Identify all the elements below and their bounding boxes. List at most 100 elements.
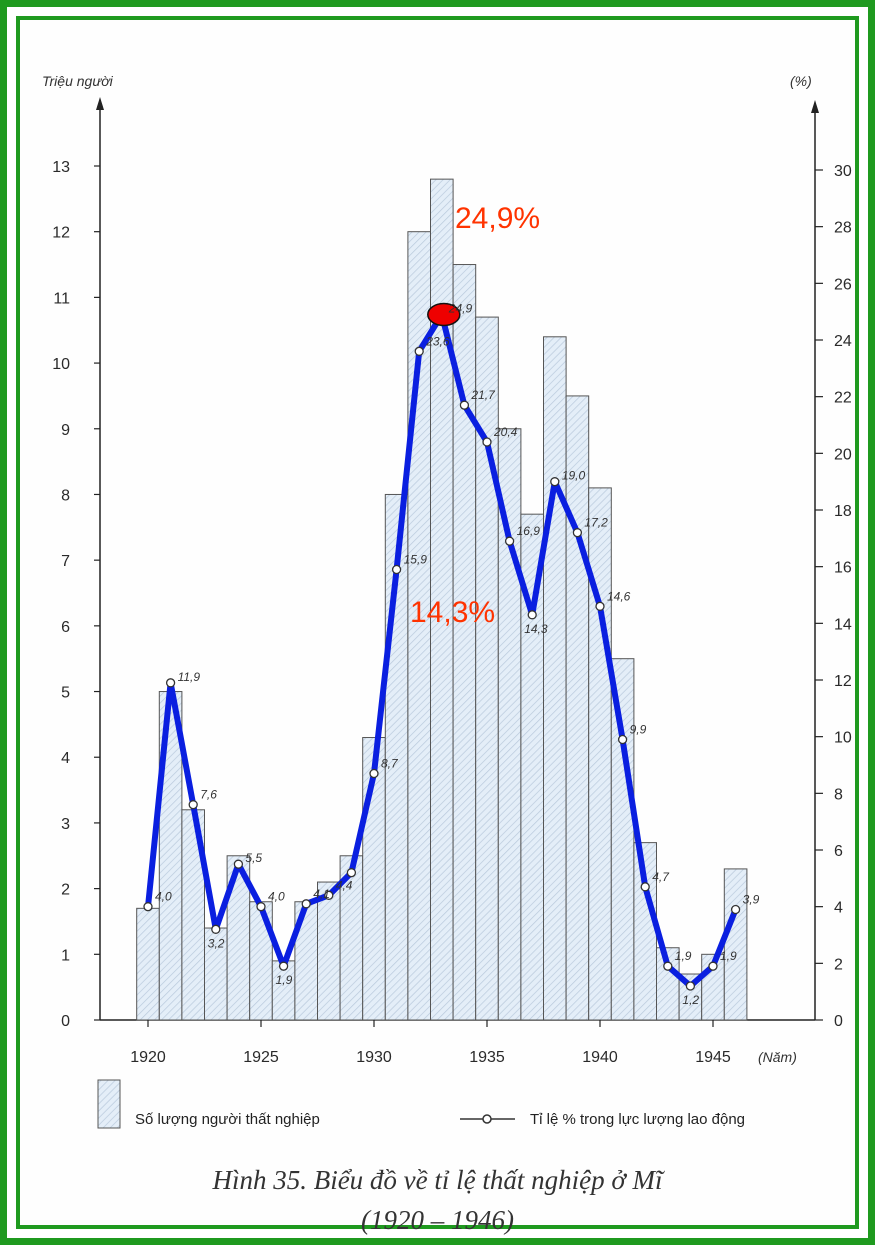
- rate-point-1935: [482, 437, 492, 447]
- rate-point-1945: [708, 961, 718, 971]
- rate-point-1937: [527, 610, 537, 620]
- left-axis-arrow: [96, 97, 104, 110]
- figure-caption: Hình 35. Biểu đồ về tỉ lệ thất nghiệp ở …: [212, 1165, 663, 1195]
- rate-point-1932: [414, 346, 424, 356]
- x-tick-label: 1930: [356, 1049, 392, 1066]
- right-tick-label: 28: [834, 220, 852, 237]
- point-labels-group: 4,0 11,9 7,6 3,2 5,5 4,0 1,9 4,1 4,4 8,7 15,9 23,6 2…: [155, 302, 760, 1008]
- bar-1939: [565, 395, 590, 1021]
- figure-caption-years: (1920 – 1946): [361, 1205, 514, 1235]
- rate-label-1941: 9,9: [630, 723, 647, 737]
- left-tick-label: 11: [53, 290, 70, 307]
- x-tick-label: 1935: [469, 1049, 505, 1066]
- x-tick-label: 1945: [695, 1049, 731, 1066]
- rate-point-1939: [572, 528, 583, 538]
- right-tick-label: 0: [834, 1013, 843, 1030]
- trough-annotation: 14,3%: [410, 596, 495, 629]
- right-tick-label: 4: [834, 900, 843, 917]
- rate-point-1942: [640, 882, 650, 892]
- rate-point-1928: [324, 890, 334, 900]
- rate-label-1931: 15,9: [404, 553, 428, 567]
- left-tick-label: 7: [61, 553, 70, 570]
- rate-label-1942: 4,7: [652, 870, 670, 884]
- left-tick-label: 1: [61, 947, 70, 964]
- line-layer: [143, 302, 741, 991]
- rate-label-1938: 19,0: [562, 469, 586, 483]
- rate-point-1925: [256, 902, 266, 912]
- x-ticks-group: 1920 1925 1930 1935 1940 1945: [130, 1020, 731, 1066]
- rate-point-1934: [459, 400, 470, 410]
- legend-bar-label: Số lượng người thất nghiệp: [135, 1111, 320, 1128]
- right-axis-arrow: [811, 100, 819, 113]
- rate-label-1940: 14,6: [607, 589, 631, 603]
- rate-point-1929: [346, 868, 357, 878]
- right-tick-label: 22: [834, 390, 852, 407]
- rate-label-1934: 21,7: [470, 388, 496, 402]
- rate-label-1939: 17,2: [584, 516, 608, 530]
- x-unit-label: (Năm): [758, 1049, 797, 1065]
- right-tick-label: 10: [834, 730, 852, 747]
- left-tick-label: 8: [61, 487, 70, 504]
- rate-label-1923: 3,2: [208, 936, 225, 950]
- rate-point-1924: [233, 859, 244, 869]
- left-tick-label: 3: [61, 816, 70, 833]
- rate-point-1940: [595, 601, 605, 611]
- rate-label-1920: 4,0: [155, 890, 172, 904]
- rate-label-1922: 7,6: [200, 788, 217, 802]
- rate-label-1921: 11,9: [178, 670, 201, 684]
- bar-1941: [610, 658, 635, 1021]
- rate-point-1926: [278, 961, 289, 971]
- bar-1938: [543, 336, 567, 1021]
- right-tick-label: 24: [834, 333, 852, 350]
- left-tick-label: 0: [61, 1013, 70, 1030]
- rate-point-1922: [188, 800, 198, 810]
- bar-1928: [317, 881, 341, 1021]
- rate-label-1943: 1,9: [675, 949, 692, 963]
- left-tick-label: 6: [61, 619, 70, 636]
- right-tick-label: 20: [834, 446, 852, 463]
- right-tick-label: 2: [834, 956, 843, 973]
- bars-group: [136, 178, 748, 1021]
- right-tick-label: 8: [834, 786, 843, 803]
- rate-label-1925: 4,0: [268, 890, 285, 904]
- right-axis-title: (%): [790, 73, 812, 89]
- left-tick-label: 2: [61, 882, 70, 899]
- left-tick-label: 12: [52, 225, 70, 242]
- bar-1935: [475, 316, 499, 1021]
- left-tick-label: 9: [61, 422, 70, 439]
- rate-label-1936: 16,9: [517, 524, 541, 538]
- peak-annotation: 24,9%: [455, 202, 540, 235]
- rate-point-1930: [369, 768, 379, 779]
- rate-label-1926: 1,9: [276, 973, 293, 987]
- rate-label-1937: 14,3: [524, 622, 548, 636]
- rate-point-1923: [211, 924, 221, 934]
- right-tick-label: 14: [834, 616, 852, 633]
- legend-line-label: Tỉ lệ % trong lực lượng lao động: [530, 1111, 745, 1128]
- bar-1920: [136, 907, 160, 1021]
- right-tick-label: 26: [834, 276, 852, 293]
- rate-point-1927: [301, 899, 311, 909]
- rate-label-1927: 4,1: [313, 887, 330, 901]
- rate-point-1944: [685, 981, 696, 991]
- rate-point-1943: [663, 961, 673, 971]
- rate-point-1920: [143, 902, 153, 912]
- left-tick-label: 10: [52, 356, 70, 373]
- left-axis-title: Triệu người: [42, 73, 114, 89]
- right-tick-label: 16: [834, 560, 852, 577]
- left-tick-label: 4: [61, 750, 70, 767]
- x-tick-label: 1925: [243, 1049, 279, 1066]
- x-tick-label: 1920: [130, 1049, 166, 1066]
- rate-label-1944: 1,2: [682, 993, 699, 1007]
- rate-point-1946: [730, 904, 741, 915]
- legend-bar-swatch: [97, 1079, 121, 1129]
- right-tick-label: 18: [834, 503, 852, 520]
- x-tick-label: 1940: [582, 1049, 618, 1066]
- right-tick-label: 6: [834, 843, 843, 860]
- rate-label-1928: 4,4: [336, 878, 353, 892]
- left-tick-label: 5: [61, 685, 70, 702]
- rate-label-1945: 1,9: [720, 949, 737, 963]
- rate-point-1938: [550, 477, 560, 487]
- rate-label-1935: 20,4: [493, 425, 518, 439]
